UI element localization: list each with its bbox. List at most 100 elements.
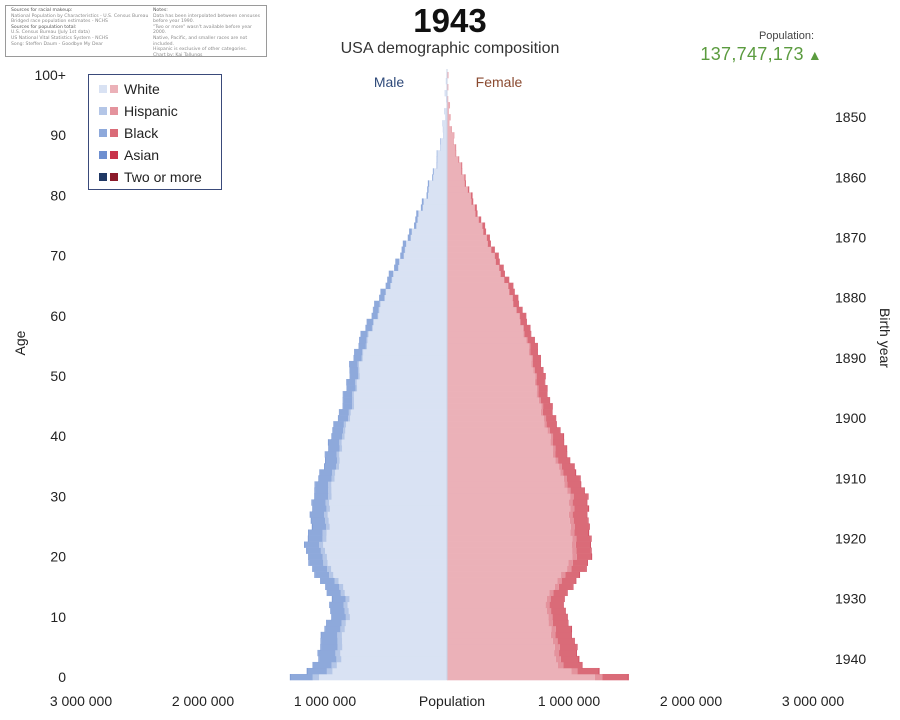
male-bar-age-3-asian [318,655,320,663]
female-bar-age-1-black [577,667,599,675]
female-bar-age-25-white [447,523,571,530]
male-bar-age-8-white [344,625,447,633]
female-bar-age-24-hispanic [570,529,575,536]
female-bar-age-38-white [447,445,554,452]
male-bar-age-64-black [380,288,386,296]
legend-label: White [124,81,160,97]
female-bar-age-16-hispanic [557,577,562,584]
male-bar-age-76-white [417,216,447,223]
legend-male-swatch [99,173,107,181]
female-bar-age-0-hispanic [594,673,603,681]
female-bar-age-34-white [447,469,561,476]
male-bar-age-81-white [428,186,447,193]
male-bar-age-61-hispanic [378,306,380,314]
male-bar-age-39-asian [327,439,329,446]
female-bar-age-81-black [467,186,470,193]
male-bar-age-33-white [334,475,447,482]
male-bar-age-66-black [387,276,392,283]
female-bar-age-35-black [561,463,575,470]
male-bar-age-94-white [444,108,447,115]
male-bar-age-31-asian [314,487,316,494]
male-bar-age-61-white [379,306,447,314]
female-bar-age-7-white [447,631,551,639]
male-bar-age-30-black [314,493,329,500]
female-bar-age-84-black [461,168,463,175]
male-bar-age-56-white [367,336,447,344]
female-bar-age-76-white [447,216,479,223]
male-bar-age-87-white [437,150,447,157]
female-bar-age-20-white [447,553,573,560]
legend-male-swatch [99,129,107,137]
male-bar-age-35-hispanic [336,463,340,470]
female-bar-age-32-white [447,481,565,488]
female-bar-age-38-asian [566,445,568,452]
male-bar-age-25-hispanic [326,523,330,530]
female-bar-age-18-black [571,565,586,572]
male-bar-age-52-white [359,360,447,368]
legend-female-swatch [110,85,118,93]
female-bar-age-29-white [447,499,570,506]
male-bar-age-31-black [315,487,329,494]
female-bar-age-6-black [557,637,574,645]
male-bar-age-56-black [359,336,367,344]
male-bar-age-23-asian [307,535,309,542]
female-bar-age-50-hispanic [535,372,537,380]
male-bar-age-29-hispanic [325,499,330,506]
male-bar-age-61-black [373,306,379,314]
female-bar-age-59-black [520,318,527,326]
female-bar-age-82-white [447,180,465,187]
female-bar-age-9-hispanic [548,619,553,627]
female-bar-age-51-black [534,366,543,374]
female-bar-age-47-hispanic [536,391,539,398]
male-bar-age-33-black [319,475,332,482]
male-bar-age-49-white [356,379,447,386]
male-bar-age-71-white [405,246,447,253]
female-bar-age-23-hispanic [572,535,577,542]
male-bar-age-79-white [423,198,447,205]
female-bar-age-3-asian [578,655,580,663]
female-bar-age-100-white [447,71,449,79]
female-bar-age-1-hispanic [571,667,578,675]
source-note-line: Notes: [153,8,168,13]
male-bar-age-85-black [436,162,438,169]
male-bar-age-74-black [409,228,412,235]
male-bar-age-19-asian [308,559,310,566]
female-bar-age-23-black [576,535,591,542]
female-bar-age-89-white [447,138,454,145]
female-bar-age-19-asian [587,559,588,566]
male-bar-age-21-black [306,547,321,554]
population-up-arrow-icon: ▲ [807,47,822,63]
age-tick-label: 60 [50,308,66,324]
female-bar-age-86-black [458,156,460,163]
female-bar-age-18-hispanic [567,565,572,572]
female-bar-age-13-asian [564,595,565,603]
female-bar-age-80-black [470,192,473,199]
female-bar-age-9-black [552,619,568,627]
male-bar-age-70-white [404,252,447,259]
male-bar-age-1-black [307,667,327,675]
male-bar-age-55-black [358,342,366,350]
female-bar-age-59-white [447,318,520,326]
female-bar-age-84-white [447,168,462,175]
male-bar-age-64-white [386,288,447,296]
female-bar-age-25-hispanic [570,523,575,530]
female-bar-age-31-white [447,487,568,494]
male-bar-age-83-black [432,174,434,181]
female-bar-age-41-hispanic [547,427,550,434]
female-bar-age-41-black [549,427,560,434]
female-bar-age-26-asian [587,517,589,524]
male-bar-age-47-white [353,391,447,398]
female-bar-age-62-black [513,300,519,308]
male-bar-age-76-black [415,216,418,223]
female-bar-age-59-hispanic [519,318,521,326]
male-bar-age-30-hispanic [328,493,332,500]
female-bar-age-12-white [447,601,546,609]
female-bar-age-48-white [447,385,537,392]
population-tick-label: 2 000 000 [172,693,234,709]
female-bar-age-31-asian [584,487,585,494]
female-bar-age-73-white [447,234,487,241]
source-note-line: US National Vital Statistics System - NC… [11,35,109,41]
male-bar-age-50-black [350,372,359,380]
male-bar-age-48-white [357,385,447,392]
source-note-line: Data has been interpolated between censu… [153,13,260,19]
